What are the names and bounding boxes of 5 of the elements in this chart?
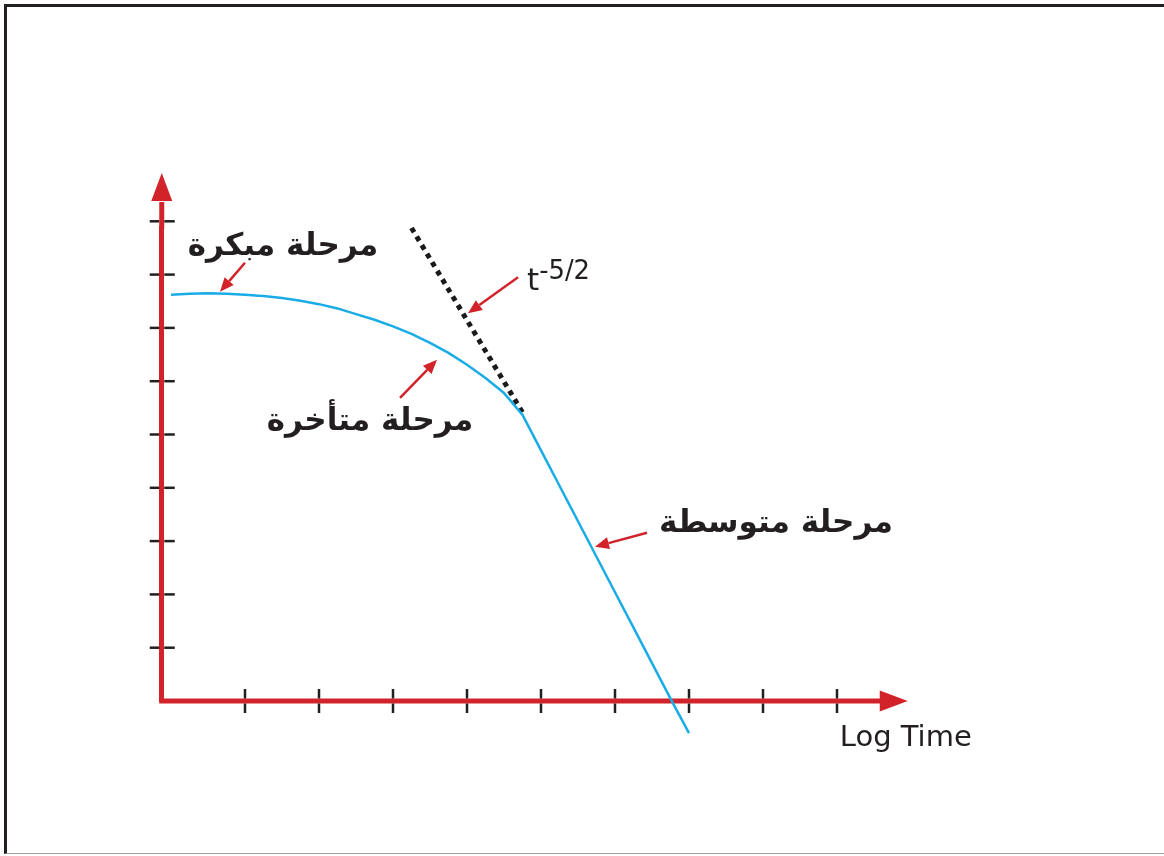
annotation: t$^{-5/2}$: [527, 255, 591, 299]
annotation: مرحلة مبكرة: [187, 225, 379, 263]
annotation: مرحلة متأخرة: [266, 401, 474, 438]
annotation: مرحلة متوسطة: [659, 502, 893, 540]
x-axis-title: Log Time: [839, 719, 972, 754]
